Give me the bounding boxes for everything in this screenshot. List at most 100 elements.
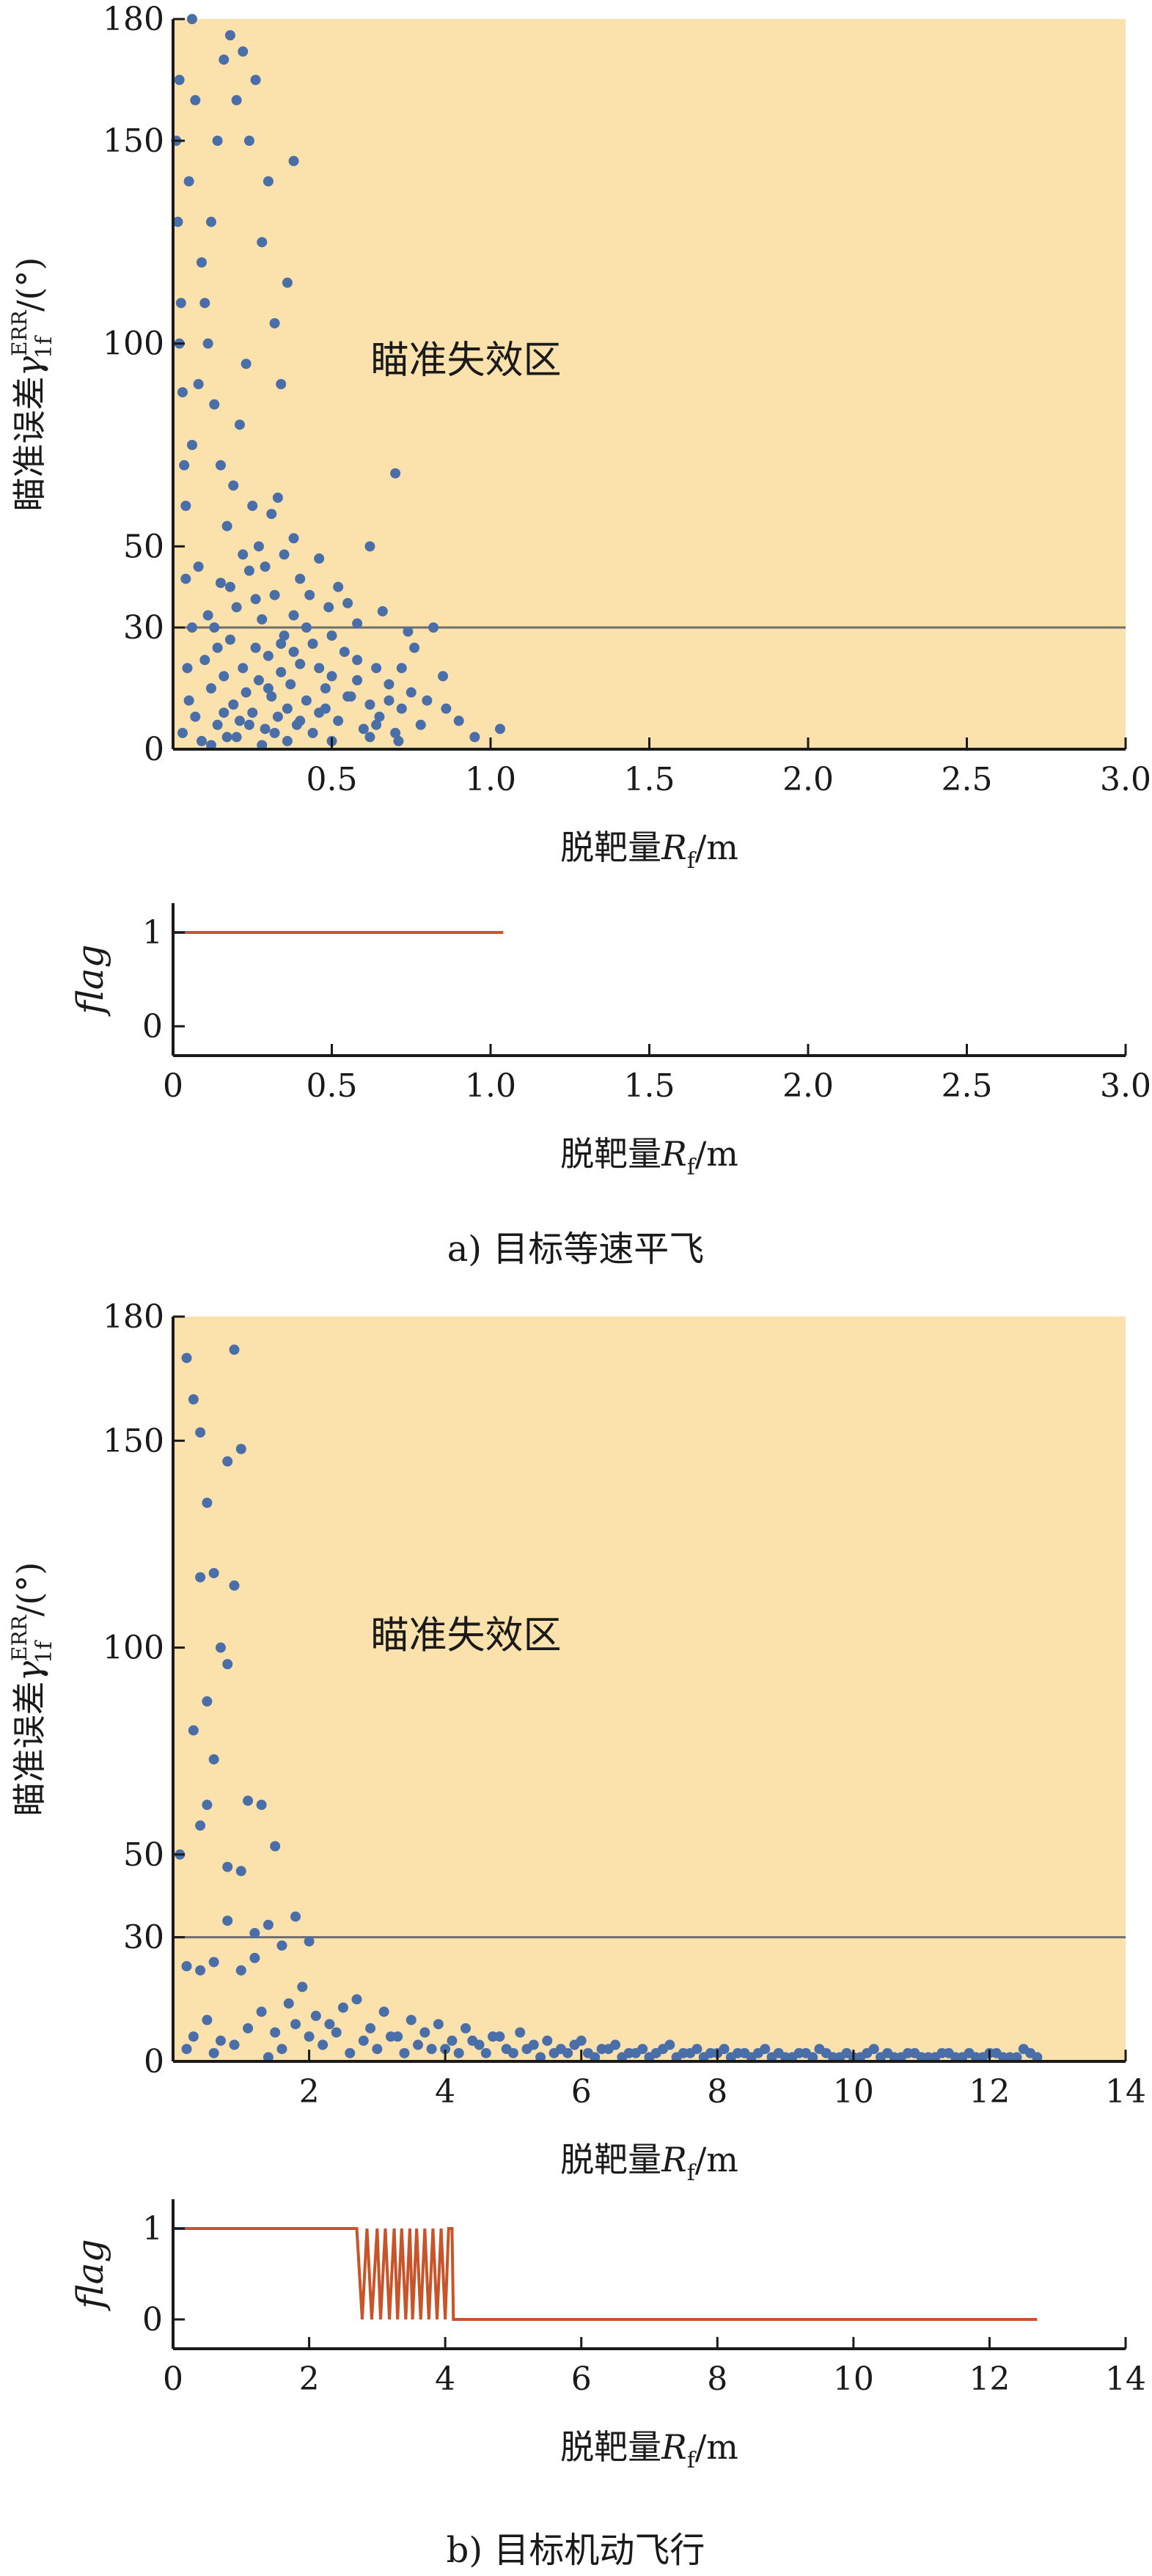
a-scatter-point-51: [438, 671, 449, 682]
b-scatter-x-tick-label-4: 10: [833, 2073, 874, 2111]
a-scatter-point-64: [190, 95, 201, 106]
b-scatter-point-40: [270, 2027, 281, 2038]
b-scatter-point-141: [793, 2047, 804, 2058]
a-scatter-point-6: [209, 622, 220, 633]
a-scatter-point-143: [320, 703, 331, 714]
a-scatter-point-112: [193, 562, 204, 572]
a-scatter-point-61: [219, 54, 230, 65]
a-scatter-point-140: [243, 719, 254, 730]
a-scatter-point-141: [269, 727, 280, 738]
a-scatter-point-132: [364, 732, 375, 743]
a-scatter-point-66: [202, 338, 213, 349]
a-scatter-point-100: [276, 379, 287, 389]
a-scatter-point-62: [224, 30, 235, 41]
b-scatter-point-54: [460, 2023, 471, 2034]
b-scatter-point-136: [658, 2044, 669, 2055]
a-scatter-point-60: [212, 136, 223, 146]
b-scatter-point-32: [249, 1952, 260, 1963]
a-scatter-point-54: [494, 724, 505, 735]
a-scatter-point-2: [190, 711, 201, 722]
b-scatter-points: [175, 1344, 1043, 2063]
b-scatter-point-155: [263, 2052, 274, 2063]
b-scatter-point-126: [385, 2031, 396, 2042]
a-scatter-point-91: [288, 155, 299, 166]
b-scatter-point-16: [202, 1800, 213, 1811]
a-scatter-point-95: [238, 46, 249, 57]
a-scatter-point-103: [174, 75, 185, 85]
a-flag-x-axis-label: 脱靶量Rf/m: [560, 1134, 738, 1180]
a-scatter-point-30: [285, 679, 296, 690]
b-scatter-point-100: [399, 2047, 410, 2058]
b-scatter-point-4: [208, 1567, 219, 1578]
a-scatter-point-76: [266, 509, 277, 520]
b-scatter-point-117: [862, 2047, 873, 2058]
b-scatter-x-axis-label: 脱靶量Rf/m: [560, 2140, 738, 2186]
b-scatter-y-axis-label: 瞄准误差γERR1f/(°): [7, 1562, 57, 1817]
a-scatter-x-tick-label-1: 1.0: [465, 761, 516, 798]
a-scatter-point-98: [257, 237, 268, 248]
b-scatter-y-tick-label-3: 100: [103, 1630, 164, 1667]
b-scatter-point-41: [283, 1998, 294, 2009]
b-scatter-point-48: [378, 2006, 389, 2017]
a-scatter-point-65: [196, 257, 207, 268]
b-scatter-point-128: [440, 2044, 451, 2055]
b-scatter-point-118: [889, 2052, 900, 2063]
b-flag-y-tick-label-0: 0: [142, 2301, 163, 2338]
b-scatter-point-47: [365, 2023, 376, 2034]
a-flag-x-tick-label-0: 0: [163, 1067, 183, 1105]
b-scatter-point-109: [644, 2052, 655, 2063]
a-scatter-y-tick-label-1: 30: [123, 609, 164, 647]
b-scatter-x-tick-label-2: 6: [571, 2073, 592, 2111]
a-scatter-point-90: [403, 626, 414, 637]
b-scatter-point-139: [739, 2047, 750, 2058]
a-scatter-point-47: [396, 703, 407, 714]
a-scatter-point-45: [384, 679, 395, 690]
a-scatter-point-57: [193, 379, 204, 389]
a-scatter-point-7: [212, 719, 223, 730]
b-scatter-point-132: [549, 2047, 560, 2058]
a-scatter-point-31: [288, 610, 299, 621]
a-scatter-point-22: [260, 724, 271, 735]
a-scatter-points: [171, 14, 505, 751]
b-scatter-point-46: [351, 1994, 362, 2005]
b-flag-x-tick-label-7: 14: [1105, 2360, 1146, 2398]
a-scatter-point-74: [253, 541, 264, 552]
a-scatter-point-12: [228, 699, 239, 710]
a-scatter-point-85: [342, 597, 353, 608]
a-scatter-x-tick-label-5: 3.0: [1100, 761, 1151, 798]
a-scatter-failure-zone: [173, 19, 1126, 749]
b-scatter-point-134: [603, 2044, 614, 2055]
a-flag-x-tick-label-5: 2.5: [942, 1067, 993, 1105]
b-scatter-point-28: [263, 1919, 274, 1930]
caption-a: a) 目标等速平飞: [447, 1229, 705, 1270]
a-scatter-point-0: [177, 727, 188, 738]
a-scatter-point-87: [364, 541, 375, 552]
a-scatter-x-tick-label-4: 2.5: [942, 761, 993, 798]
a-scatter-point-8: [215, 578, 226, 589]
a-flag-x-tick-label-1: 0.5: [307, 1067, 358, 1105]
b-scatter-y-tick-label-1: 30: [123, 1919, 164, 1957]
a-scatter-y-tick-label-0: 0: [144, 731, 164, 768]
a-scatter-point-11: [224, 634, 235, 645]
b-scatter-point-101: [426, 2044, 437, 2055]
a-scatter-point-111: [186, 622, 197, 633]
b-scatter-point-35: [188, 2031, 199, 2042]
b-scatter-point-44: [324, 2019, 335, 2030]
a-scatter-point-48: [406, 687, 417, 698]
b-scatter-point-26: [222, 1916, 233, 1927]
a-scatter-point-113: [202, 610, 213, 621]
a-scatter-point-5: [205, 683, 216, 693]
a-scatter-point-58: [199, 298, 210, 309]
b-scatter-x-tick-label-1: 4: [435, 2073, 455, 2111]
a-scatter-point-93: [263, 176, 274, 187]
b-scatter-y-tick-label-4: 150: [103, 1422, 164, 1460]
b-scatter-point-51: [419, 2027, 430, 2038]
b-scatter-point-108: [617, 2052, 628, 2063]
a-scatter-y-tick-label-3: 100: [103, 325, 164, 363]
b-scatter-point-116: [834, 2052, 845, 2063]
b-flag-x-axis-label: 脱靶量Rf/m: [560, 2427, 738, 2473]
a-scatter-point-129: [409, 642, 420, 653]
b-scatter-point-133: [576, 2035, 587, 2046]
